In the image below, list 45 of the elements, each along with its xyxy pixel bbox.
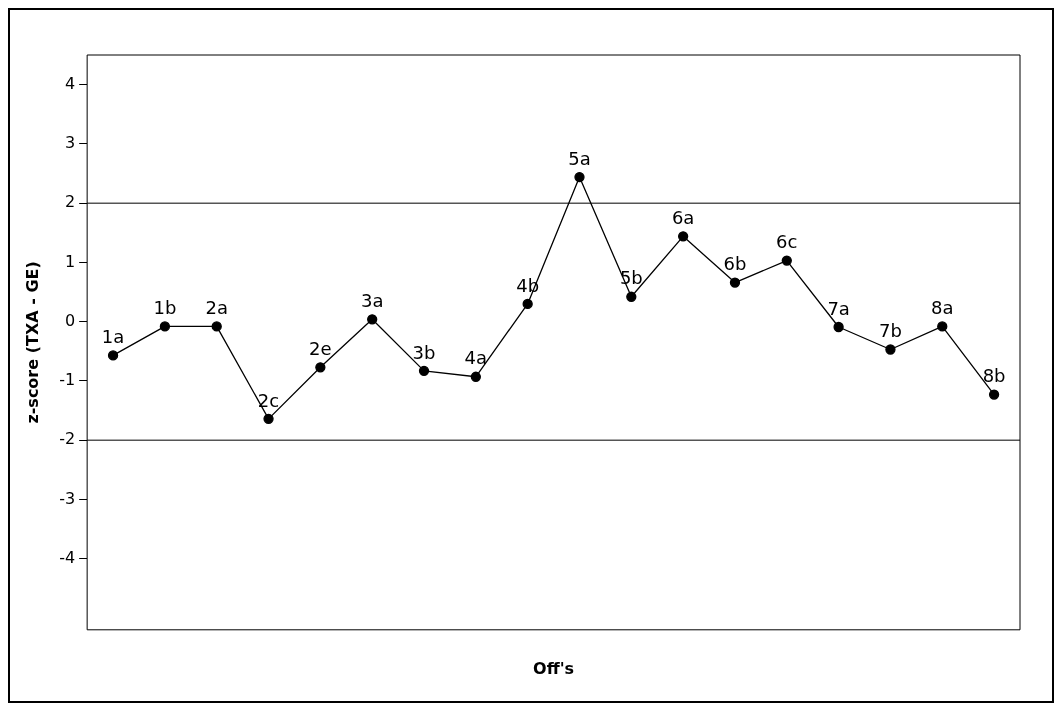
x-tick-label: 2a — [205, 297, 228, 319]
y-tick-label: 0 — [64, 310, 76, 330]
point — [677, 231, 689, 242]
point — [885, 344, 896, 355]
x-tick-label: 7b — [878, 320, 902, 342]
x-tick-label: 2c — [257, 389, 280, 411]
x-tick-label: 6b — [723, 253, 747, 275]
point — [107, 350, 119, 361]
point — [367, 314, 378, 325]
x-tick-label: 6a — [671, 207, 695, 228]
point — [937, 321, 948, 332]
point — [263, 413, 274, 424]
point — [470, 371, 481, 382]
y-tick-label: 3 — [64, 133, 76, 153]
y-tick-label: -3 — [59, 488, 76, 508]
point — [315, 362, 326, 373]
y-tick-label: -1 — [59, 370, 76, 390]
y-tick-label: -4 — [59, 547, 76, 567]
x-tick-label: 6c — [776, 231, 798, 253]
point — [211, 321, 222, 332]
x-axis-title: Off's — [533, 658, 575, 678]
x-tick-label: 8b — [982, 365, 1006, 387]
y-tick-label: 4 — [64, 73, 76, 93]
point — [574, 171, 585, 183]
point — [159, 321, 171, 332]
point — [522, 298, 533, 310]
point — [626, 291, 637, 302]
point — [833, 321, 844, 333]
y-axis-title: z-score (TXA - GE) — [22, 261, 42, 424]
point — [781, 255, 792, 266]
x-tick-label: 1b — [153, 297, 177, 319]
x-tick-label: 3b — [412, 341, 436, 363]
x-tick-label: 1a — [101, 326, 125, 348]
x-tick-label: 4a — [464, 347, 488, 369]
x-tick-label: 8a — [931, 297, 954, 319]
point — [729, 277, 741, 288]
y-tick-label: -2 — [59, 429, 76, 449]
x-tick-label: 3a — [360, 289, 384, 311]
point — [988, 389, 1000, 400]
point — [418, 365, 430, 376]
y-tick-label: 2 — [64, 192, 76, 212]
x-tick-label: 7a — [827, 297, 850, 319]
x-tick-label: 5a — [568, 147, 591, 169]
y-tick-label: 1 — [64, 251, 76, 271]
x-tick-label: 2e — [309, 337, 332, 359]
